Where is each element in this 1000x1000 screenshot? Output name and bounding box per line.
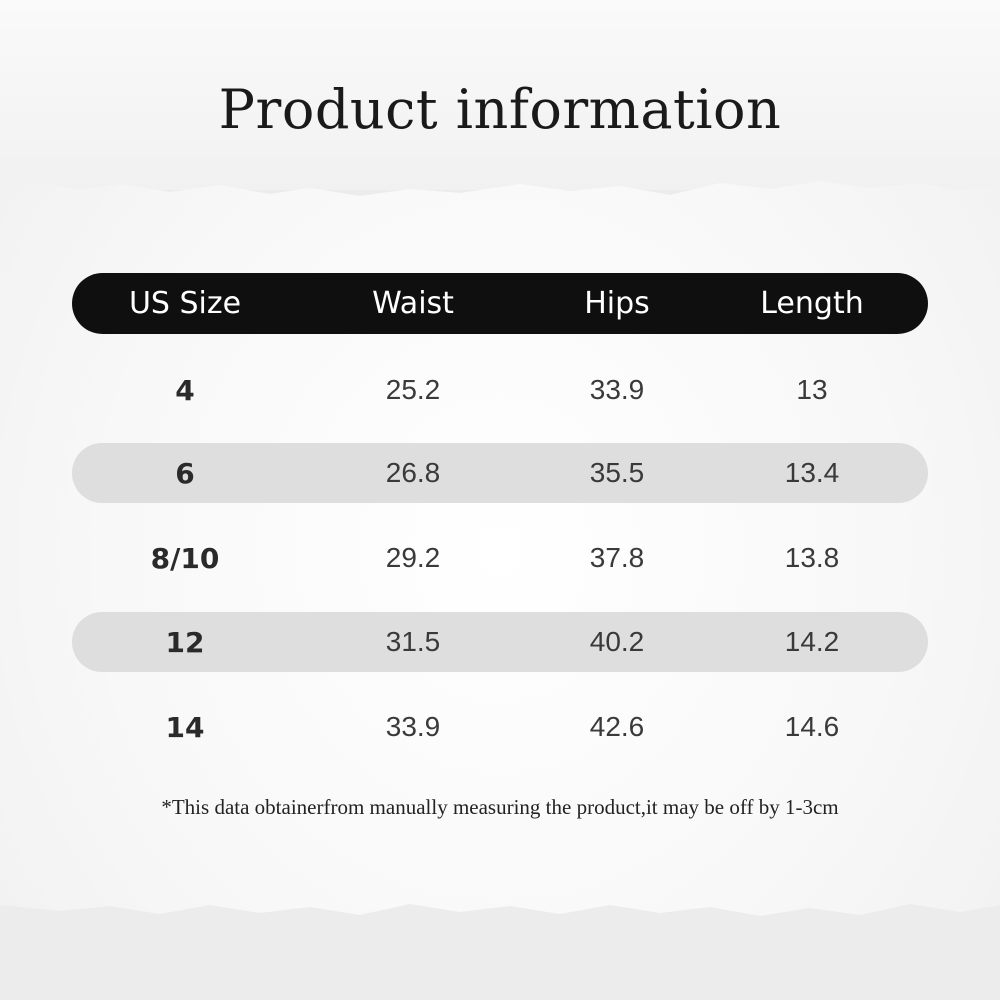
length-cell: 14.2 (784, 626, 840, 657)
measurement-note: *This data obtainerfrom manually measuri… (161, 795, 839, 819)
hips-cell: 33.9 (589, 374, 645, 405)
size-cell: 4 (175, 373, 195, 407)
hips-cell: 42.6 (589, 711, 645, 742)
table-row: 8/10 29.2 37.8 13.8 (72, 528, 928, 588)
hips-cell: 35.5 (589, 457, 645, 488)
table-header: US Size Waist Hips Length (72, 273, 928, 334)
waist-cell: 25.2 (385, 374, 441, 405)
size-cell: 12 (165, 625, 205, 659)
size-cell: 14 (165, 710, 205, 744)
length-cell: 14.6 (784, 711, 840, 742)
header-length: Length (760, 286, 864, 321)
hips-cell: 40.2 (589, 626, 645, 657)
waist-cell: 26.8 (385, 457, 441, 488)
waist-cell: 31.5 (385, 626, 441, 657)
table-row: 4 25.2 33.9 13 (72, 360, 928, 420)
length-cell: 13 (796, 374, 828, 405)
table-row: 12 31.5 40.2 14.2 (72, 612, 928, 672)
length-cell: 13.4 (784, 457, 840, 488)
header-waist: Waist (372, 286, 454, 321)
size-cell: 8/10 (150, 541, 220, 575)
top-band (0, 0, 1000, 190)
header-hips: Hips (584, 286, 650, 321)
page-title: Product information (218, 78, 782, 141)
hips-cell: 37.8 (589, 542, 645, 573)
header-us-size: US Size (128, 286, 242, 321)
size-cell: 6 (175, 456, 195, 490)
waist-cell: 33.9 (385, 711, 441, 742)
table-row: 14 33.9 42.6 14.6 (72, 697, 928, 757)
length-cell: 13.8 (784, 542, 840, 573)
table-row: 6 26.8 35.5 13.4 (72, 443, 928, 503)
waist-cell: 29.2 (385, 542, 441, 573)
